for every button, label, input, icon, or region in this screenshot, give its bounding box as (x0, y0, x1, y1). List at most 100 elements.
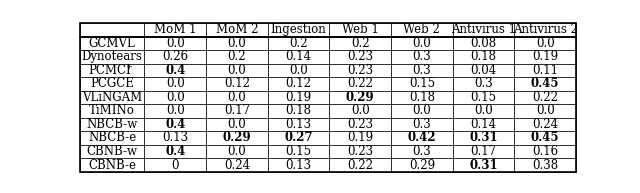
Text: 0.0: 0.0 (474, 104, 493, 118)
Bar (206, 77, 268, 91)
Bar (330, 77, 391, 91)
Bar (206, 131, 268, 145)
Bar (145, 77, 206, 91)
Text: +: + (125, 63, 132, 71)
Bar (391, 158, 452, 172)
Text: 0.31: 0.31 (469, 131, 498, 145)
Bar (515, 64, 576, 77)
Bar (330, 91, 391, 104)
Bar (145, 37, 206, 50)
Bar (391, 37, 452, 50)
Text: 0.2: 0.2 (351, 37, 369, 50)
Text: 0.0: 0.0 (166, 77, 185, 91)
Text: 0.42: 0.42 (408, 131, 436, 145)
Bar (515, 37, 576, 50)
Bar (391, 91, 452, 104)
Bar (452, 77, 515, 91)
Text: 0.29: 0.29 (223, 131, 252, 145)
Text: 0.22: 0.22 (348, 158, 373, 172)
Text: 0.08: 0.08 (470, 37, 497, 50)
Text: 0.24: 0.24 (224, 158, 250, 172)
Bar (515, 77, 576, 91)
Text: 0.23: 0.23 (347, 50, 373, 63)
Text: 0.13: 0.13 (285, 158, 312, 172)
Bar (80, 131, 145, 145)
Text: 0.0: 0.0 (351, 104, 370, 118)
Text: PCMCI: PCMCI (88, 64, 131, 77)
Text: NBCB-e: NBCB-e (88, 131, 136, 145)
Bar (330, 37, 391, 50)
Bar (206, 104, 268, 118)
Bar (452, 23, 515, 37)
Text: 0.12: 0.12 (224, 77, 250, 91)
Text: 0.27: 0.27 (284, 131, 313, 145)
Bar (268, 64, 330, 77)
Bar (80, 91, 145, 104)
Bar (80, 118, 145, 131)
Bar (452, 118, 515, 131)
Bar (515, 23, 576, 37)
Bar (452, 50, 515, 64)
Text: 0.4: 0.4 (165, 118, 186, 131)
Bar (515, 158, 576, 172)
Text: 0.22: 0.22 (348, 77, 373, 91)
Bar (391, 145, 452, 158)
Text: 0.0: 0.0 (536, 37, 554, 50)
Bar (452, 91, 515, 104)
Text: 0.11: 0.11 (532, 64, 558, 77)
Text: TiMINo: TiMINo (90, 104, 135, 118)
Text: 0.29: 0.29 (409, 158, 435, 172)
Text: Web 2: Web 2 (403, 23, 440, 36)
Bar (80, 50, 145, 64)
Bar (391, 118, 452, 131)
Text: 0.0: 0.0 (536, 104, 554, 118)
Text: MoM 1: MoM 1 (154, 23, 196, 36)
Bar (206, 50, 268, 64)
Bar (330, 145, 391, 158)
Bar (268, 118, 330, 131)
Text: 0.4: 0.4 (165, 64, 186, 77)
Bar (330, 131, 391, 145)
Text: 0.45: 0.45 (531, 131, 559, 145)
Text: 0.38: 0.38 (532, 158, 558, 172)
Text: 0.15: 0.15 (470, 91, 497, 104)
Bar (515, 50, 576, 64)
Bar (268, 104, 330, 118)
Bar (452, 104, 515, 118)
Text: VLiNGAM: VLiNGAM (82, 91, 142, 104)
Text: 0.0: 0.0 (413, 104, 431, 118)
Text: 0.45: 0.45 (531, 77, 559, 91)
Bar (452, 131, 515, 145)
Text: 0.15: 0.15 (285, 145, 312, 158)
Bar (330, 118, 391, 131)
Text: 0.19: 0.19 (532, 50, 558, 63)
Text: 0: 0 (172, 158, 179, 172)
Text: 0.13: 0.13 (285, 118, 312, 131)
Text: Web 1: Web 1 (342, 23, 379, 36)
Bar (515, 131, 576, 145)
Text: NBCB-w: NBCB-w (86, 118, 138, 131)
Bar (80, 64, 145, 77)
Text: 0.0: 0.0 (228, 118, 246, 131)
Bar (268, 37, 330, 50)
Bar (391, 131, 452, 145)
Text: 0.0: 0.0 (166, 104, 185, 118)
Bar (145, 50, 206, 64)
Text: 0.13: 0.13 (163, 131, 188, 145)
Bar (80, 158, 145, 172)
Text: MoM 2: MoM 2 (216, 23, 258, 36)
Bar (452, 145, 515, 158)
Bar (452, 158, 515, 172)
Bar (145, 104, 206, 118)
Text: 0.2: 0.2 (289, 37, 308, 50)
Bar (268, 77, 330, 91)
Text: 0.0: 0.0 (228, 145, 246, 158)
Bar (145, 64, 206, 77)
Text: 0.15: 0.15 (409, 77, 435, 91)
Bar (515, 118, 576, 131)
Text: Antivirus 2: Antivirus 2 (513, 23, 578, 36)
Text: 0.18: 0.18 (470, 50, 497, 63)
Bar (330, 104, 391, 118)
Bar (268, 158, 330, 172)
Text: 0.3: 0.3 (413, 118, 431, 131)
